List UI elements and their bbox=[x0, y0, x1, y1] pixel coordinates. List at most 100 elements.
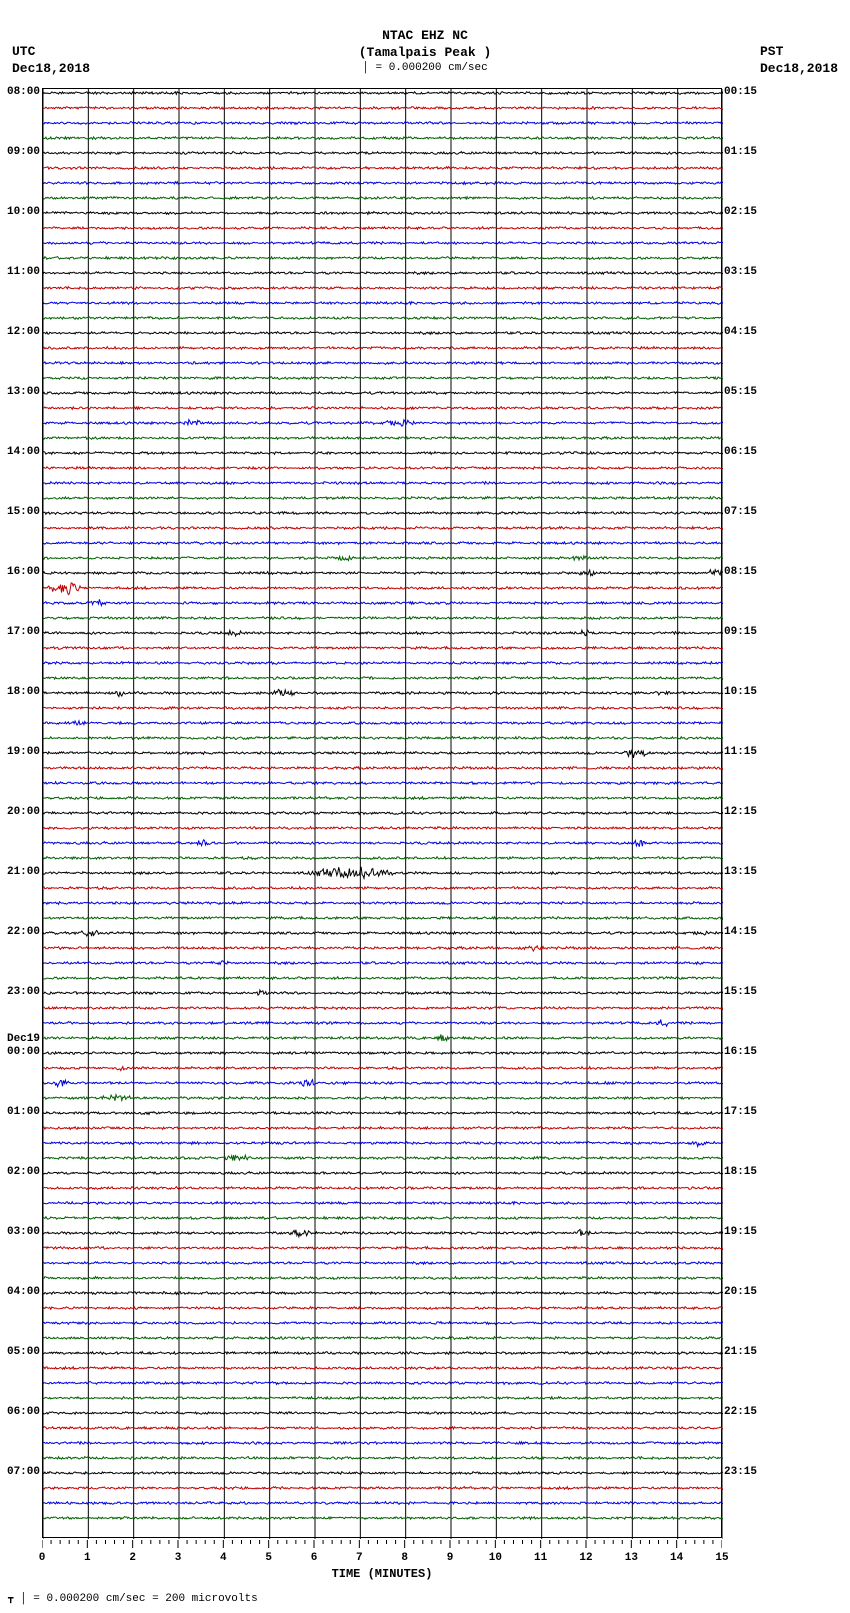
x-tick-label: 2 bbox=[129, 1552, 136, 1564]
seismic-trace bbox=[43, 812, 723, 815]
tz-right-label: PST bbox=[760, 44, 838, 61]
utc-time-label: 20:00 bbox=[0, 806, 40, 818]
seismic-trace bbox=[43, 1277, 723, 1280]
seismic-trace bbox=[43, 1080, 723, 1087]
seismic-trace bbox=[43, 1007, 723, 1010]
seismic-trace bbox=[43, 1502, 723, 1505]
seismic-trace bbox=[43, 1020, 723, 1027]
seismic-trace bbox=[43, 1127, 723, 1130]
header: NTAC EHZ NC (Tamalpais Peak ) bbox=[0, 28, 850, 62]
seismic-trace bbox=[43, 137, 723, 140]
tz-right-date: Dec18,2018 bbox=[760, 61, 838, 78]
seismic-trace bbox=[43, 542, 723, 545]
scale-indicator: │ = 0.000200 cm/sec bbox=[0, 62, 850, 74]
seismic-trace bbox=[43, 482, 723, 485]
seismic-trace bbox=[43, 212, 723, 215]
x-axis: TIME (MINUTES) 0123456789101112131415 bbox=[42, 1540, 722, 1558]
pst-time-label: 04:15 bbox=[724, 326, 757, 338]
seismic-trace bbox=[43, 122, 723, 125]
seismic-trace bbox=[43, 1292, 723, 1295]
pst-time-label: 00:15 bbox=[724, 86, 757, 98]
seismic-trace bbox=[43, 750, 723, 758]
pst-time-label: 12:15 bbox=[724, 806, 757, 818]
utc-time-label: 19:00 bbox=[0, 746, 40, 758]
seismic-trace bbox=[43, 317, 723, 320]
utc-time-label: 12:00 bbox=[0, 326, 40, 338]
x-tick-label: 13 bbox=[625, 1552, 638, 1564]
pst-time-label: 14:15 bbox=[724, 926, 757, 938]
seismic-trace bbox=[43, 677, 723, 680]
seismic-trace bbox=[43, 1095, 723, 1101]
pst-time-label: 22:15 bbox=[724, 1406, 757, 1418]
seismic-trace bbox=[43, 467, 723, 470]
seismic-trace bbox=[43, 662, 723, 665]
seismic-trace bbox=[43, 1397, 723, 1400]
seismic-trace bbox=[43, 512, 723, 515]
seismic-trace bbox=[43, 1052, 723, 1055]
seismic-trace bbox=[43, 1142, 723, 1147]
pst-time-label: 07:15 bbox=[724, 506, 757, 518]
seismic-trace bbox=[43, 392, 723, 395]
x-axis-title: TIME (MINUTES) bbox=[42, 1567, 722, 1581]
seismic-trace bbox=[43, 1412, 723, 1415]
tz-left: UTC Dec18,2018 bbox=[12, 44, 90, 78]
seismogram-svg bbox=[43, 89, 723, 1539]
seismic-trace bbox=[43, 1367, 723, 1370]
utc-time-label: 13:00 bbox=[0, 386, 40, 398]
seismic-trace bbox=[43, 92, 723, 95]
x-tick-label: 7 bbox=[356, 1552, 363, 1564]
footer-text: = 0.000200 cm/sec = 200 microvolts bbox=[33, 1593, 257, 1605]
seismic-trace bbox=[43, 437, 723, 440]
seismic-trace bbox=[43, 570, 723, 576]
seismic-trace bbox=[43, 827, 723, 830]
utc-time-label: 21:00 bbox=[0, 866, 40, 878]
utc-time-label: 18:00 bbox=[0, 686, 40, 698]
seismic-trace bbox=[43, 420, 723, 427]
footer-scale: ┳ │ = 0.000200 cm/sec = 200 microvolts bbox=[8, 1593, 258, 1605]
seismic-trace bbox=[43, 1155, 723, 1160]
tz-left-date: Dec18,2018 bbox=[12, 61, 90, 78]
seismic-trace bbox=[43, 630, 723, 636]
utc-time-label: 07:00 bbox=[0, 1466, 40, 1478]
seismic-trace bbox=[43, 1472, 723, 1475]
seismic-trace bbox=[43, 1262, 723, 1265]
seismic-trace bbox=[43, 302, 723, 305]
seismic-trace bbox=[43, 347, 723, 350]
seismic-trace bbox=[43, 1112, 723, 1115]
seismogram-plot bbox=[42, 88, 722, 1538]
seismic-trace bbox=[43, 1517, 723, 1520]
seismic-trace bbox=[43, 1352, 723, 1355]
x-tick-label: 6 bbox=[311, 1552, 318, 1564]
seismic-trace bbox=[43, 1457, 723, 1460]
pst-time-label: 02:15 bbox=[724, 206, 757, 218]
x-tick-label: 10 bbox=[489, 1552, 502, 1564]
pst-time-label: 13:15 bbox=[724, 866, 757, 878]
pst-time-label: 01:15 bbox=[724, 146, 757, 158]
station-id: NTAC EHZ NC bbox=[0, 28, 850, 45]
utc-time-label: 17:00 bbox=[0, 626, 40, 638]
pst-time-label: 17:15 bbox=[724, 1106, 757, 1118]
x-tick-label: 0 bbox=[39, 1552, 46, 1564]
utc-time-label: 03:00 bbox=[0, 1226, 40, 1238]
seismic-trace bbox=[43, 497, 723, 500]
pst-time-label: 16:15 bbox=[724, 1046, 757, 1058]
date-marker: Dec19 bbox=[0, 1033, 40, 1045]
seismic-trace bbox=[43, 272, 723, 275]
seismic-trace bbox=[43, 1442, 723, 1445]
x-tick-label: 12 bbox=[579, 1552, 592, 1564]
seismic-trace bbox=[43, 840, 723, 847]
seismic-trace bbox=[43, 1487, 723, 1490]
seismic-trace bbox=[43, 931, 723, 937]
seismic-trace bbox=[43, 1427, 723, 1430]
x-tick-label: 11 bbox=[534, 1552, 547, 1564]
utc-time-label: 00:00 bbox=[0, 1046, 40, 1058]
pst-time-label: 08:15 bbox=[724, 566, 757, 578]
x-tick-label: 8 bbox=[401, 1552, 408, 1564]
seismic-trace bbox=[43, 617, 723, 620]
seismic-trace bbox=[43, 1187, 723, 1190]
utc-time-label: 01:00 bbox=[0, 1106, 40, 1118]
seismic-trace bbox=[43, 167, 723, 170]
seismic-trace bbox=[43, 182, 723, 185]
seismic-trace bbox=[43, 990, 723, 995]
utc-time-label: 09:00 bbox=[0, 146, 40, 158]
